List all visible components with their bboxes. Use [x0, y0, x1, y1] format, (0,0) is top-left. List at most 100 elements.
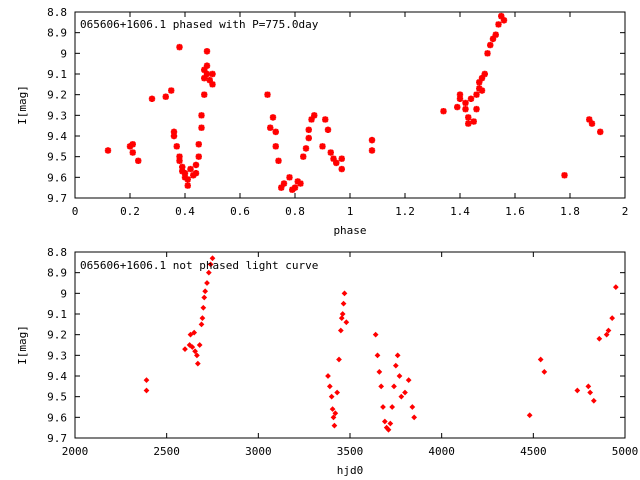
data-point: [484, 50, 491, 57]
data-point: [192, 161, 200, 169]
data-point: [291, 184, 299, 191]
data-point: [199, 315, 206, 321]
data-point: [605, 327, 612, 334]
data-point: [387, 420, 394, 427]
data-point: [465, 114, 472, 121]
data-point: [209, 255, 216, 262]
x-tick-label: 0.8: [285, 205, 305, 218]
data-point: [389, 404, 396, 410]
data-point: [411, 414, 418, 421]
data-point: [200, 304, 207, 311]
data-point: [300, 153, 307, 160]
data-point: [269, 114, 277, 121]
x-tick-label: 4500: [520, 445, 547, 458]
data-point: [201, 66, 208, 74]
data-point: [487, 41, 494, 49]
data-point: [322, 116, 329, 123]
data-point: [264, 91, 271, 98]
y-tick-label: 9.6: [47, 171, 67, 184]
data-point: [135, 157, 142, 164]
data-point: [396, 373, 403, 379]
data-point: [495, 21, 502, 28]
data-point: [148, 95, 156, 102]
data-point: [198, 124, 205, 131]
data-point: [409, 404, 416, 410]
data-point: [129, 149, 136, 156]
data-point: [465, 120, 472, 127]
x-tick-label: 0.4: [175, 205, 195, 218]
x-tick-label: 0.2: [120, 205, 140, 218]
data-point: [476, 79, 483, 86]
data-point: [162, 93, 169, 100]
data-point: [191, 329, 198, 336]
data-point: [201, 74, 208, 82]
data-point: [181, 170, 189, 177]
data-point: [182, 346, 188, 352]
data-point: [330, 155, 337, 162]
data-point: [104, 147, 112, 154]
data-point: [340, 300, 347, 307]
y-tick-label: 9: [60, 287, 67, 300]
data-point: [470, 118, 477, 125]
x-tick-label: 2500: [153, 445, 180, 458]
data-point: [179, 163, 186, 171]
data-point: [462, 99, 469, 107]
x-tick-label: 1: [347, 205, 354, 218]
data-point: [196, 342, 203, 348]
x-tick-label: 2: [622, 205, 629, 218]
data-point: [333, 159, 340, 167]
data-point: [338, 315, 345, 321]
plot-frame-bottom: [74, 251, 626, 439]
data-point: [207, 261, 214, 268]
y-tick-label: 9: [60, 47, 67, 60]
data-point: [187, 165, 194, 173]
data-point: [170, 132, 178, 140]
data-point: [467, 95, 475, 102]
top-panel-title: 065606+1606.1 phased with P=775.0day: [80, 18, 319, 31]
data-point: [327, 149, 334, 156]
data-point: [179, 167, 186, 175]
data-point: [478, 87, 486, 94]
data-point: [198, 112, 205, 119]
data-point: [394, 352, 401, 359]
y-tick-label: 9.4: [47, 130, 67, 143]
bottom-panel-ylabel: I[mag]: [16, 325, 29, 365]
top-panel-xlabel: phase: [333, 224, 366, 237]
data-point: [272, 128, 279, 136]
x-tick-label: 4000: [428, 445, 455, 458]
data-point: [456, 95, 464, 102]
data-point: [473, 91, 480, 98]
y-tick-label: 9.5: [47, 151, 67, 164]
data-point: [168, 87, 175, 94]
data-point: [194, 360, 201, 367]
data-point: [184, 176, 191, 183]
x-tick-label: 2000: [62, 445, 89, 458]
y-tick-label: 9.1: [47, 308, 67, 321]
data-point: [294, 178, 301, 185]
data-point: [126, 143, 134, 150]
data-point: [489, 35, 497, 43]
data-point: [603, 331, 610, 338]
data-point: [586, 116, 593, 123]
data-point: [500, 17, 508, 24]
data-point: [372, 331, 379, 338]
y-tick-label: 8.9: [47, 267, 67, 280]
x-tick-label: 0.6: [230, 205, 250, 218]
data-point: [587, 389, 594, 396]
data-point: [205, 269, 212, 276]
data-point: [302, 145, 310, 152]
data-point: [381, 418, 388, 425]
data-point: [338, 165, 345, 173]
data-point: [537, 356, 544, 363]
data-point: [596, 335, 603, 342]
data-point: [176, 153, 183, 160]
data-point: [181, 174, 189, 181]
data-point: [454, 103, 461, 111]
data-point: [526, 412, 533, 419]
bottom-panel-points: [143, 255, 619, 433]
data-point: [609, 315, 616, 321]
data-point: [368, 147, 376, 154]
data-point: [209, 81, 216, 88]
